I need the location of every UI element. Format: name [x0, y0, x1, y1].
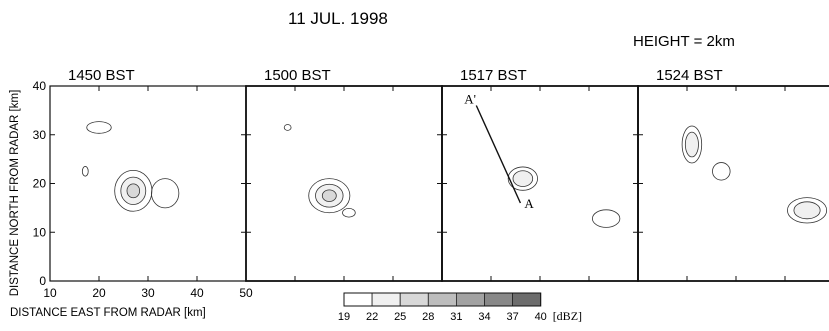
echo-3 [342, 207, 356, 218]
echo-contour [507, 166, 538, 191]
cross-section-line [475, 105, 522, 204]
colorbar-swatch [371, 292, 401, 307]
echo-contour [592, 209, 621, 228]
echo-1 [283, 124, 292, 131]
colorbar-level-label: 22 [366, 311, 378, 323]
echo-contour [681, 125, 703, 164]
colorbar-level-label: 40 [535, 311, 547, 323]
cross-section-start-label: A' [464, 92, 476, 107]
echo-contour [81, 166, 89, 177]
echo-contour [283, 124, 292, 131]
panel-frame [441, 85, 639, 282]
panel-4: 1524 BST [637, 67, 829, 282]
colorbar-level-label: 28 [422, 311, 434, 323]
panel-time-label: 1524 BST [656, 67, 723, 84]
echo-2 [712, 162, 731, 181]
panel-1: 1450 BST [49, 67, 247, 282]
colorbar-swatch [427, 292, 457, 307]
figure-date: 11 JUL. 1998 [288, 9, 388, 28]
echo-2 [81, 166, 89, 177]
panel-time-label: 1500 BST [264, 67, 331, 84]
colorbar-level-label: 19 [338, 311, 350, 323]
panel-frame [49, 85, 247, 282]
height-label: HEIGHT = 2km [633, 33, 735, 50]
echo-contour [321, 189, 337, 202]
panel-frame [637, 85, 829, 282]
echo-1 [86, 121, 112, 134]
y-tick-label: 30 [33, 128, 47, 142]
panel-3: 1517 BST A' A [441, 67, 639, 282]
echo-contour [151, 178, 180, 209]
colorbar-level-label: 34 [478, 311, 490, 323]
x-tick-label: 10 [43, 286, 57, 300]
echo-contour [86, 121, 112, 134]
echo-3 [787, 197, 828, 224]
x-tick-label: 30 [141, 286, 155, 300]
echo-contour [684, 131, 699, 158]
x-axis-label: DISTANCE EAST FROM RADAR [km] [10, 307, 206, 319]
colorbar-level-label: 37 [506, 311, 518, 323]
panel-time-label: 1517 BST [460, 67, 527, 84]
x-tick-label: 40 [190, 286, 204, 300]
panel-time-label: 1450 BST [68, 67, 135, 84]
y-tick-label: 40 [33, 79, 47, 93]
echo-contour [512, 170, 534, 187]
echo-4 [151, 178, 180, 209]
echo-contour [787, 197, 828, 224]
echo-2 [592, 209, 621, 228]
echo-2 [308, 178, 351, 214]
y-tick-label: 0 [39, 274, 46, 288]
y-tick-label: 20 [33, 177, 47, 191]
x-tick-label: 20 [92, 286, 106, 300]
colorbar-swatch [484, 292, 514, 307]
echo-contour [126, 183, 141, 199]
echo-contour [308, 178, 351, 214]
colorbar-unit: [dBZ] [553, 309, 582, 323]
echo-contour [712, 162, 731, 181]
colorbar: 19 22 25 28 31 34 37 40 [dBZ] [338, 292, 582, 323]
colorbar-swatch [399, 292, 429, 307]
echo-1 [507, 166, 538, 191]
y-axis-label: DISTANCE NORTH FROM RADAR [km] [9, 90, 21, 297]
panel-2: 1500 BST [245, 67, 443, 282]
echo-3 [114, 169, 153, 212]
colorbar-swatch [343, 292, 373, 307]
cross-section-end-label: A [524, 196, 534, 211]
colorbar-frame [343, 292, 542, 307]
echo-1 [681, 125, 703, 164]
echo-contour [793, 201, 821, 220]
echo-contour [342, 207, 356, 218]
y-tick-label: 10 [33, 225, 47, 239]
colorbar-level-label: 25 [394, 311, 406, 323]
colorbar-swatch [512, 292, 542, 307]
colorbar-swatch [455, 292, 485, 307]
x-tick-label: 50 [239, 286, 253, 300]
colorbar-level-label: 31 [450, 311, 462, 323]
